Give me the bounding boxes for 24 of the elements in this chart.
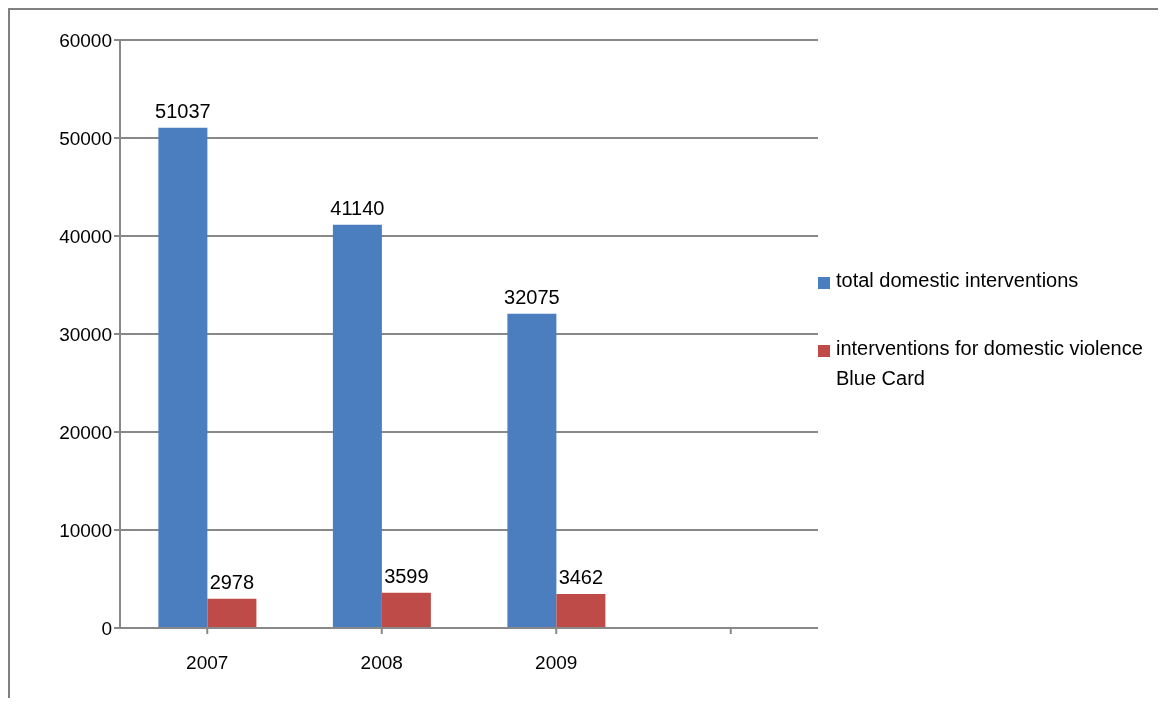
bar (207, 598, 257, 628)
data-label: 3462 (558, 566, 604, 589)
bar (332, 224, 382, 628)
bar (158, 127, 208, 628)
data-label: 32075 (504, 285, 560, 308)
y-tick-label: 10000 (59, 519, 112, 541)
y-tick-label: 40000 (59, 225, 112, 247)
y-tick-label: 50000 (59, 127, 112, 149)
y-tick-label: 0 (101, 617, 112, 639)
y-tick-label: 20000 (59, 421, 112, 443)
data-label: 41140 (330, 196, 385, 219)
data-label: 3599 (384, 564, 429, 587)
data-label: 2978 (209, 570, 255, 593)
x-tick-label: 2007 (186, 652, 229, 674)
bar (381, 592, 431, 628)
x-tick-label: 2009 (535, 652, 578, 674)
data-label: 51037 (155, 99, 211, 122)
y-tick-label: 30000 (59, 323, 112, 345)
x-tick-label: 2008 (360, 652, 403, 674)
bar (507, 313, 557, 628)
y-tick-label: 60000 (59, 29, 112, 51)
legend-label: interventions for domestic violence Blue Card (836, 336, 1144, 391)
bar (556, 594, 606, 628)
legend-label: total domestic interventions (836, 268, 1079, 293)
